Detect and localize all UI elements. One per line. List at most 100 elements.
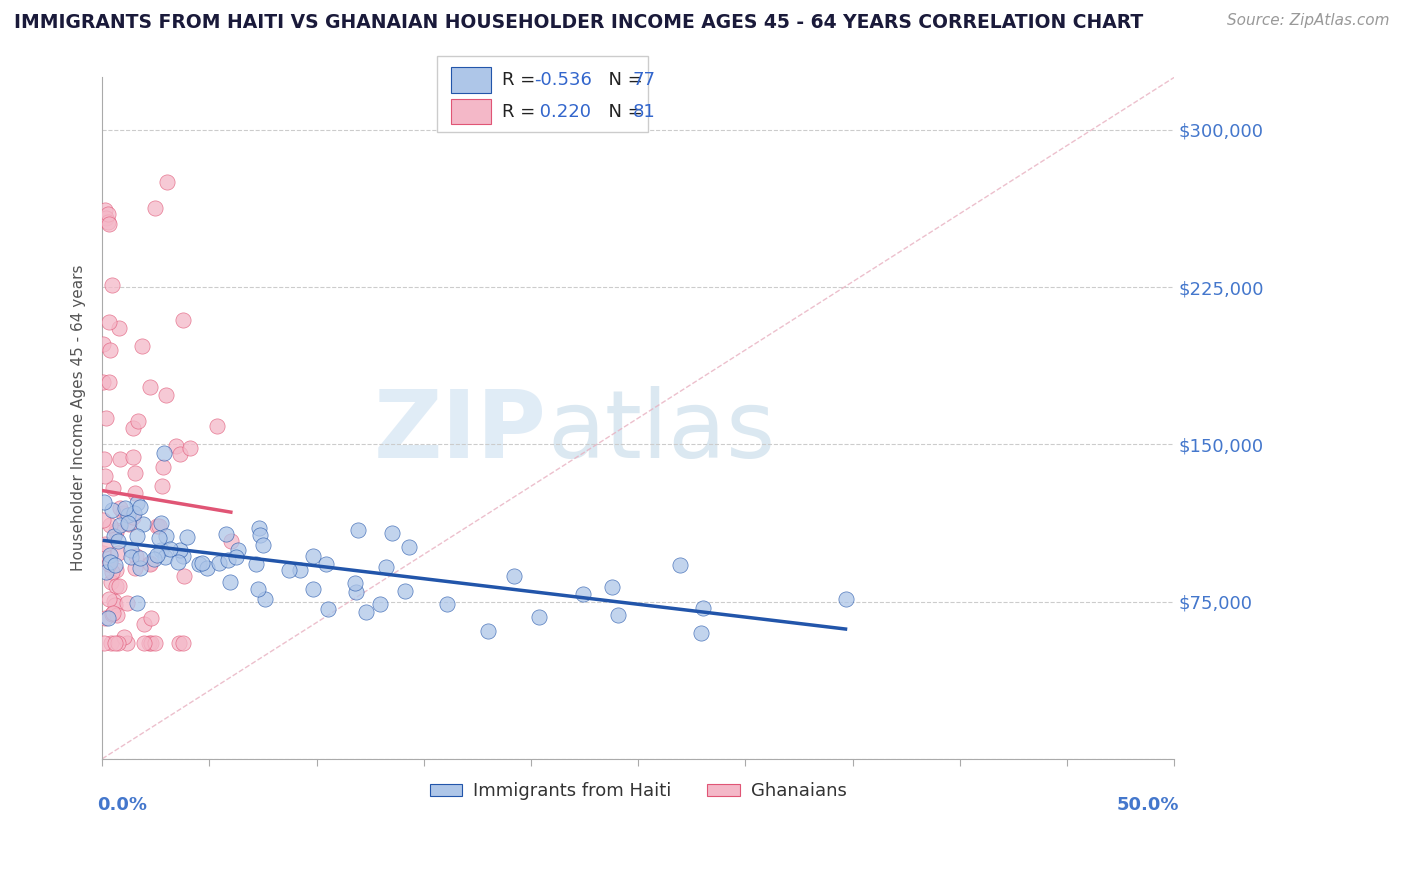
Point [107, 321, 129, 335]
Point [132, 516, 155, 531]
Point [288, 563, 311, 577]
Point [834, 592, 856, 607]
FancyBboxPatch shape [437, 56, 648, 132]
Point [131, 339, 153, 353]
Point [148, 532, 170, 546]
Point [205, 419, 228, 434]
Point [98, 592, 121, 607]
Point [277, 563, 299, 577]
Point [93, 495, 115, 509]
Point [97, 215, 120, 229]
Point [572, 587, 595, 601]
Point [121, 510, 143, 524]
Point [165, 439, 187, 453]
Point [98, 548, 121, 562]
Point [607, 607, 630, 622]
FancyBboxPatch shape [451, 99, 491, 124]
Point [155, 388, 177, 402]
Point [107, 533, 129, 548]
Point [125, 529, 148, 543]
Point [101, 278, 124, 293]
Point [139, 557, 162, 571]
Point [195, 561, 218, 575]
Point [93, 451, 115, 466]
Point [117, 516, 139, 530]
Text: IMMIGRANTS FROM HAITI VS GHANAIAN HOUSEHOLDER INCOME AGES 45 - 64 YEARS CORRELAT: IMMIGRANTS FROM HAITI VS GHANAIAN HOUSEH… [14, 13, 1143, 32]
Point [139, 636, 162, 650]
Point [117, 508, 139, 523]
Point [97, 557, 120, 571]
Point [94, 410, 117, 425]
Point [381, 526, 404, 541]
Point [249, 528, 271, 542]
Point [477, 624, 499, 638]
Point [122, 450, 145, 464]
Point [146, 519, 169, 533]
Point [150, 543, 173, 558]
Point [100, 574, 122, 589]
Point [96, 211, 118, 225]
Point [125, 496, 148, 510]
Point [93, 469, 115, 483]
Point [179, 441, 201, 455]
Point [218, 574, 240, 589]
Text: R =: R = [502, 71, 541, 89]
Point [124, 467, 146, 481]
Point [245, 558, 267, 572]
Point [104, 636, 127, 650]
Point [120, 543, 142, 558]
Point [105, 608, 128, 623]
Text: 0.220: 0.220 [534, 103, 591, 120]
Point [529, 609, 551, 624]
Point [98, 375, 121, 389]
Point [98, 554, 121, 568]
Point [247, 520, 270, 534]
Point [105, 563, 128, 577]
Point [104, 558, 127, 573]
Point [172, 549, 194, 564]
Point [125, 549, 148, 564]
Text: 50.0%: 50.0% [1116, 797, 1180, 814]
Point [93, 513, 115, 527]
Point [124, 506, 146, 520]
Point [156, 175, 179, 189]
Point [93, 537, 115, 551]
Point [107, 636, 129, 650]
Point [91, 375, 114, 389]
Point [100, 636, 122, 650]
Point [600, 581, 623, 595]
Point [122, 421, 145, 435]
Point [169, 447, 191, 461]
Point [316, 601, 339, 615]
Point [669, 558, 692, 572]
Point [98, 315, 121, 329]
Text: N =: N = [598, 71, 650, 89]
Y-axis label: Householder Income Ages 45 - 64 years: Householder Income Ages 45 - 64 years [72, 265, 86, 572]
Point [167, 555, 190, 569]
Text: 81: 81 [633, 103, 655, 120]
Point [215, 527, 238, 541]
Text: ZIP: ZIP [374, 385, 547, 478]
Point [94, 202, 117, 217]
Point [247, 582, 270, 596]
Point [172, 636, 194, 650]
Point [104, 599, 127, 613]
Point [302, 549, 325, 563]
Point [167, 636, 190, 650]
Point [100, 607, 122, 621]
Point [347, 523, 370, 537]
Point [114, 501, 136, 516]
Point [105, 523, 128, 537]
Text: N =: N = [598, 103, 650, 120]
Text: R =: R = [502, 103, 541, 120]
Point [124, 486, 146, 500]
Point [172, 312, 194, 326]
Point [129, 561, 152, 575]
Point [139, 380, 162, 394]
Point [173, 569, 195, 583]
Point [124, 561, 146, 575]
Point [91, 546, 114, 560]
Point [107, 546, 129, 560]
Point [344, 576, 367, 591]
Legend: Immigrants from Haiti, Ghanaians: Immigrants from Haiti, Ghanaians [422, 775, 853, 807]
